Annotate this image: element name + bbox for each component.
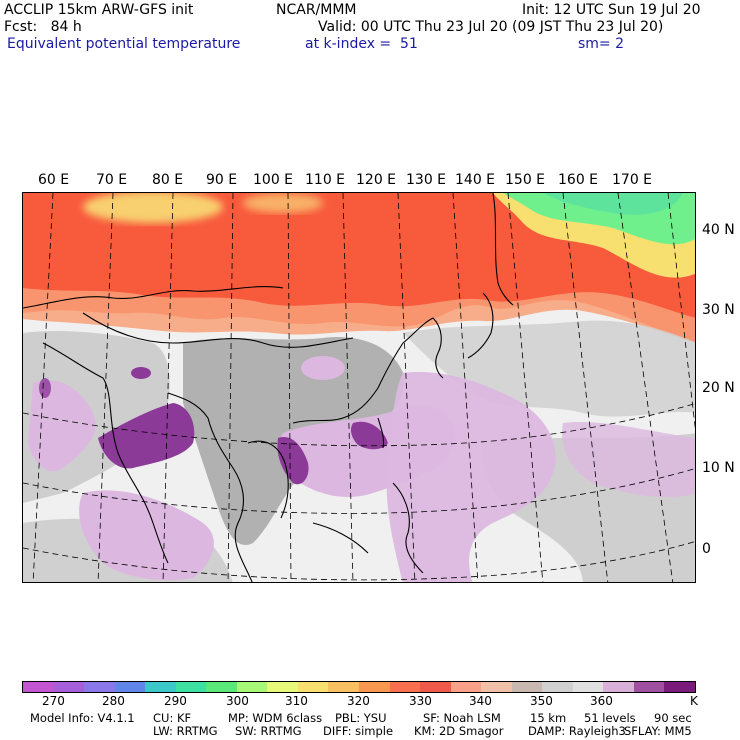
colorbar-segment bbox=[420, 682, 451, 692]
colorbar-tick-label: 280 bbox=[102, 694, 125, 708]
colorbar-segment bbox=[572, 682, 604, 692]
colorbar-segment bbox=[23, 682, 54, 692]
header-init-time: Init: 12 UTC Sun 19 Jul 20 bbox=[522, 2, 701, 18]
colorbar-segment bbox=[481, 682, 512, 692]
purple-maximum bbox=[350, 421, 388, 450]
longitude-label: 170 E bbox=[612, 172, 653, 188]
model-info-item: PBL: YSU bbox=[335, 711, 387, 725]
colorbar-tick-label: 290 bbox=[164, 694, 187, 708]
colorbar-tick-label: 270 bbox=[42, 694, 65, 708]
model-info-item: CU: KF bbox=[153, 711, 192, 725]
warm-band-edge bbox=[23, 288, 695, 343]
colorbar-segment bbox=[297, 682, 329, 692]
colorbar-unit: K bbox=[690, 694, 698, 708]
coastlines bbox=[23, 193, 514, 582]
model-info-item: SW: RRTMG bbox=[235, 724, 302, 738]
colorbar-segment bbox=[328, 682, 360, 692]
model-info-item: MP: WDM 6class bbox=[228, 711, 323, 725]
header-org: NCAR/MMM bbox=[276, 2, 357, 18]
latitude-label: 30 N bbox=[702, 302, 735, 318]
longitude-label: 160 E bbox=[558, 172, 599, 188]
model-info-item: DAMP: Rayleigh3 bbox=[528, 724, 626, 738]
lavender-region bbox=[301, 356, 345, 380]
purple-maximum bbox=[131, 367, 151, 379]
lavender-region bbox=[562, 422, 695, 498]
model-info-item: 90 sec bbox=[654, 711, 692, 725]
model-info-item: LW: RRTMG bbox=[153, 724, 218, 738]
model-info-item: 51 levels bbox=[584, 711, 636, 725]
latitude-label: 0 bbox=[702, 541, 711, 557]
colorbar-tick-label: 360 bbox=[590, 694, 613, 708]
warm-peak bbox=[83, 193, 223, 223]
latitude-label: 20 N bbox=[702, 380, 735, 396]
map-canvas bbox=[23, 193, 695, 582]
colorbar-segment bbox=[267, 682, 298, 692]
purple-maximum bbox=[39, 378, 51, 398]
latitude-label: 40 N bbox=[702, 222, 735, 238]
colorbar-segment bbox=[633, 682, 665, 692]
longitude-label: 150 E bbox=[505, 172, 546, 188]
colorbar-tick-label: 310 bbox=[285, 694, 308, 708]
longitude-label: 120 E bbox=[356, 172, 397, 188]
field-name: Equivalent potential temperature bbox=[7, 36, 241, 52]
colorbar-segment bbox=[206, 682, 237, 692]
colorbar-segment bbox=[175, 682, 207, 692]
colorbar-segment bbox=[53, 682, 85, 692]
longitude-label: 100 E bbox=[253, 172, 294, 188]
header-forecast-hour: Fcst: 84 h bbox=[4, 19, 82, 35]
colorbar-segment bbox=[84, 682, 115, 692]
header-valid-time: Valid: 00 UTC Thu 23 Jul 20 (09 JST Thu … bbox=[318, 19, 664, 35]
colorbar-tick-label: 330 bbox=[409, 694, 432, 708]
model-info-item: 15 km bbox=[530, 711, 567, 725]
latitude-label: 10 N bbox=[702, 460, 735, 476]
model-info-item: Model Info: V4.1.1 bbox=[30, 711, 135, 725]
model-info-item: KM: 2D Smagor bbox=[414, 724, 504, 738]
colorbar-tick-label: 350 bbox=[530, 694, 553, 708]
longitude-label: 110 E bbox=[305, 172, 346, 188]
cold-moist-core bbox=[543, 193, 683, 215]
colorbar bbox=[22, 681, 696, 693]
colorbar-tick-label: 340 bbox=[469, 694, 492, 708]
colorbar-segment bbox=[450, 682, 482, 692]
colorbar-segment bbox=[542, 682, 573, 692]
colorbar-tick-label: 320 bbox=[347, 694, 370, 708]
longitude-label: 70 E bbox=[96, 172, 128, 188]
model-info-item: DIFF: simple bbox=[323, 724, 394, 738]
lavender-region bbox=[28, 380, 96, 472]
colorbar-segment bbox=[236, 682, 268, 692]
longitude-label: 130 E bbox=[406, 172, 447, 188]
longitude-label: 60 E bbox=[38, 172, 70, 188]
colorbar-segment bbox=[511, 682, 543, 692]
colorbar-segment bbox=[664, 682, 696, 692]
warm-peak bbox=[243, 193, 323, 213]
purple-maximum bbox=[98, 403, 195, 469]
longitude-label: 80 E bbox=[152, 172, 184, 188]
colorbar-segment bbox=[603, 682, 634, 692]
purple-maximum bbox=[277, 437, 309, 485]
header-title: ACCLIP 15km ARW-GFS init bbox=[4, 2, 194, 18]
colorbar-segment bbox=[359, 682, 390, 692]
field-level: at k-index = 51 bbox=[305, 36, 418, 52]
longitude-label: 90 E bbox=[206, 172, 238, 188]
colorbar-segment bbox=[114, 682, 146, 692]
model-info-item: SFLAY: MM5 bbox=[624, 724, 692, 738]
map-panel bbox=[22, 192, 696, 583]
model-info-item: SF: Noah LSM bbox=[423, 711, 501, 725]
lavender-region bbox=[79, 490, 214, 581]
graticule bbox=[23, 193, 695, 582]
longitude-label: 140 E bbox=[455, 172, 496, 188]
colorbar-segment bbox=[389, 682, 421, 692]
field-smoothing: sm= 2 bbox=[578, 36, 625, 52]
colorbar-segment bbox=[145, 682, 176, 692]
colorbar-tick-label: 300 bbox=[226, 694, 249, 708]
